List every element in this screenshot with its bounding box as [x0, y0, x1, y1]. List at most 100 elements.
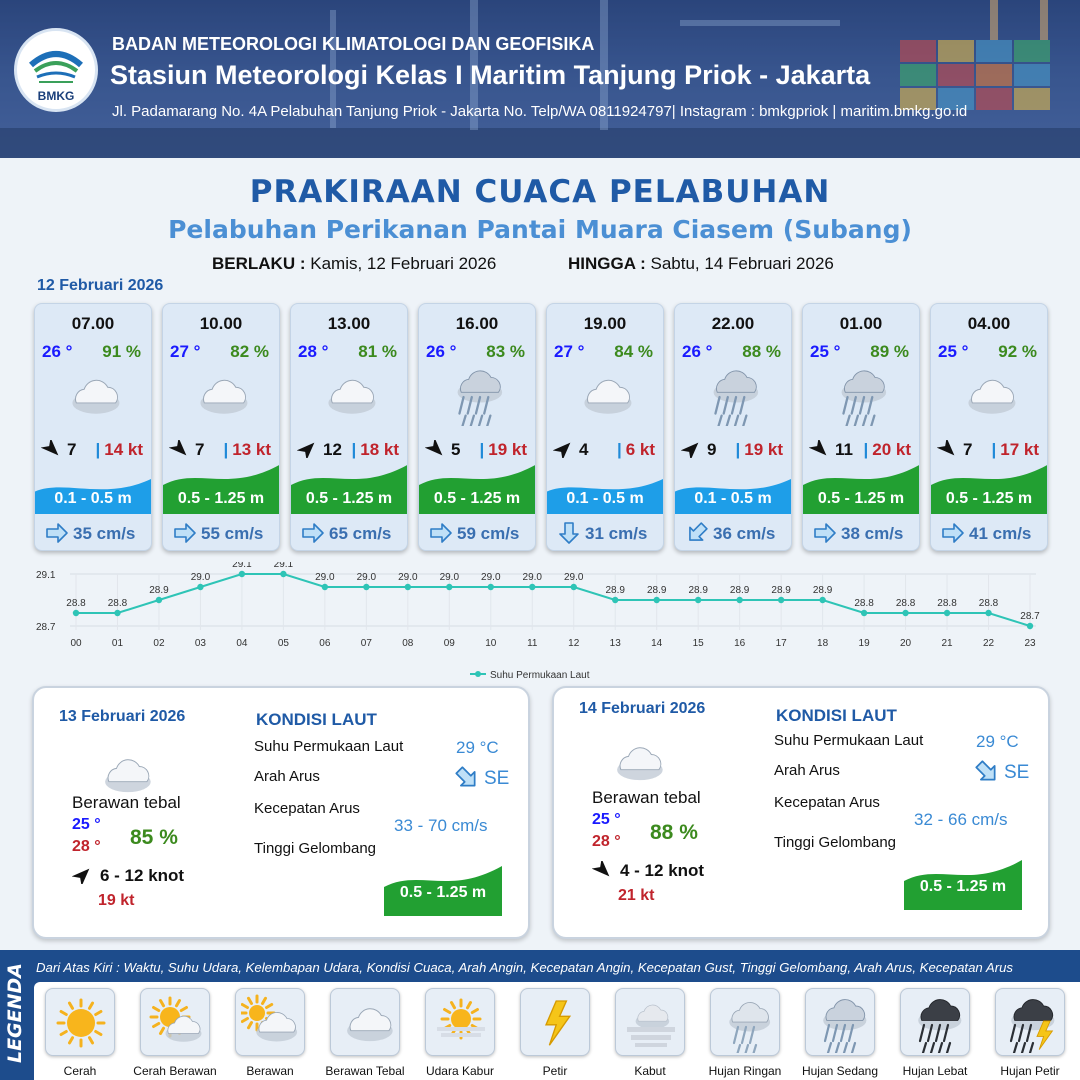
forecast-wind: 9: [681, 440, 716, 460]
sst-data-label: 28.8: [854, 598, 874, 609]
forecast-card: 22.00 26 ° 88 % 9 | 19 kt 0.1 - 0.5 m 36 …: [674, 303, 792, 551]
forecast-temp: 26 °: [42, 342, 73, 361]
sst-data-label: 28.8: [937, 598, 957, 609]
legend-label: Hujan Lebat: [902, 1064, 968, 1078]
chart-legend-label: Suhu Permukaan Laut: [490, 670, 590, 681]
x-tick-label: 19: [859, 638, 871, 649]
day-condition: Berawan tebal: [592, 788, 701, 807]
berawan-tebal-icon: [328, 379, 376, 414]
current-speed-label: Kecepatan Arus: [774, 794, 880, 811]
sst-data-label: 28.8: [108, 598, 128, 609]
legend-item: Hujan Lebat: [891, 988, 979, 1080]
forecast-wind: 11: [809, 440, 853, 460]
gust-speed: 14 kt: [104, 440, 143, 459]
sst-data-label: 28.9: [149, 585, 169, 596]
sea-condition-title: KONDISI LAUT: [256, 710, 377, 729]
forecast-time: 07.00: [71, 314, 115, 333]
sst-data-label: 28.9: [771, 585, 791, 596]
forecast-current: 59 cm/s: [419, 514, 535, 550]
current-dir-value: SE: [1004, 762, 1030, 783]
forecast-temp: 28 °: [298, 342, 329, 361]
wave-height: 0.1 - 0.5 m: [694, 490, 772, 507]
sst-data-point: [943, 609, 951, 617]
day1-date: 12 Februari 2026: [37, 277, 164, 294]
forecast-card: 04.00 25 ° 92 % 7 | 17 kt 0.5 - 1.25 m 41…: [930, 303, 1048, 551]
bmkg-logo-icon: [29, 51, 83, 83]
legend-label: Berawan: [246, 1064, 294, 1078]
berawan-tebal-icon: [617, 747, 663, 781]
day-date: 14 Februari 2026: [579, 700, 706, 717]
legend-icon-box: [995, 988, 1065, 1056]
x-tick-label: 13: [610, 638, 622, 649]
valid-from-value: Kamis, 12 Februari 2026: [310, 254, 497, 273]
legend-icon-box: [520, 988, 590, 1056]
forecast-gust: | 6 kt: [616, 440, 655, 459]
x-tick-label: 05: [278, 638, 290, 649]
legend-item: Cerah: [36, 988, 124, 1080]
day-wind: 6 - 12 knot: [72, 866, 184, 886]
sst-data-point: [1026, 622, 1034, 630]
forecast-wind: 7: [169, 440, 204, 460]
forecast-humidity: 84 %: [614, 342, 653, 361]
day-temp-min: 25 °: [592, 811, 621, 828]
valid-to-label: HINGGA :: [568, 254, 646, 273]
wind-speed: 7: [195, 440, 205, 459]
bmkg-logo: BMKG: [14, 28, 98, 112]
sst-data-label: 28.8: [979, 598, 999, 609]
day-temp-min: 25 °: [72, 816, 101, 833]
current-speed: 59 cm/s: [457, 524, 520, 543]
gust-speed: 20 kt: [872, 440, 911, 459]
forecast-card: 16.00 26 ° 83 % 5 | 19 kt 0.5 - 1.25 m 59…: [418, 303, 536, 551]
current-arrow-icon: [46, 523, 68, 543]
legend-swatch-dot: [475, 671, 481, 677]
x-tick-label: 20: [900, 638, 912, 649]
wind-arrow-icon: [297, 442, 315, 458]
day-wind-speed: 6 - 12 knot: [100, 866, 185, 885]
day-panel-2: 13 Februari 2026 Berawan tebal 25 ° 28 °…: [32, 686, 530, 939]
legend-item: Petir: [511, 988, 599, 1080]
x-tick-label: 21: [941, 638, 953, 649]
sst-data-point: [404, 583, 412, 591]
current-speed: 38 cm/s: [841, 524, 904, 543]
legend-label: Kabut: [634, 1064, 666, 1078]
sst-data-point: [446, 583, 453, 591]
cerah-icon: [56, 998, 106, 1048]
sst-data-label: 29.0: [398, 572, 418, 583]
valid-from: BERLAKU : Kamis, 12 Februari 2026: [212, 254, 496, 274]
forecast-time: 01.00: [839, 314, 883, 333]
forecast-card: 13.00 28 ° 81 % 12 | 18 kt 0.5 - 1.25 m 6…: [290, 303, 408, 551]
wind-speed: 7: [963, 440, 973, 459]
legend-item: Hujan Ringan: [701, 988, 789, 1080]
x-tick-label: 02: [153, 638, 165, 649]
gust-speed: 19 kt: [744, 440, 783, 459]
sst-data-point: [363, 583, 370, 591]
current-speed-value: 33 - 70 cm/s: [394, 816, 488, 835]
sea-condition-title: KONDISI LAUT: [776, 706, 897, 725]
forecast-humidity: 82 %: [230, 342, 269, 361]
x-tick-label: 12: [568, 638, 580, 649]
forecast-wind: 7: [41, 440, 76, 460]
current-arrow-icon: [174, 523, 196, 543]
wave-shape: [803, 464, 919, 514]
legend-title: LEGENDA: [4, 962, 26, 1064]
day-gust: 19 kt: [98, 892, 135, 909]
forecast-humidity: 89 %: [870, 342, 909, 361]
day-wave-shape: [904, 860, 1022, 910]
sst-data-point: [321, 583, 329, 591]
legend-item: Berawan Tebal: [321, 988, 409, 1080]
day-panel-3: 14 Februari 2026 Berawan tebal 25 ° 28 °…: [552, 686, 1050, 939]
legend-title-box: LEGENDA: [0, 950, 30, 1080]
x-tick-label: 07: [361, 638, 373, 649]
wave-shape: [419, 464, 535, 514]
forecast-temp: 26 °: [426, 342, 457, 361]
legend-icon-box: [615, 988, 685, 1056]
forecast-current: 55 cm/s: [163, 514, 279, 550]
header-banner: BMKG BADAN METEOROLOGI KLIMATOLOGI DAN G…: [0, 0, 1080, 158]
berawan-tebal-icon: [347, 1008, 393, 1042]
sst-data-point: [238, 570, 246, 578]
hujan-sedang-icon: [823, 999, 867, 1053]
current-arrow-icon: [455, 766, 476, 787]
sst-data-point: [819, 596, 826, 604]
port-illustration: [0, 0, 1080, 158]
forecast-temp: 27 °: [170, 342, 201, 361]
